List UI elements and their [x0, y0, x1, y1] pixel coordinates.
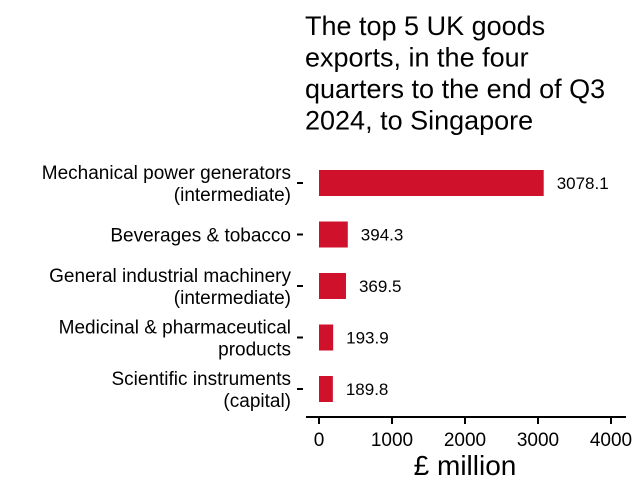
x-axis-title: £ million — [414, 450, 517, 478]
bar — [319, 324, 334, 351]
bars — [319, 170, 544, 402]
chart-title-line: quarters to the end of Q3 — [305, 74, 605, 104]
y-tick-label: (intermediate) — [174, 185, 291, 206]
category-labels: Mechanical power generators(intermediate… — [42, 163, 292, 412]
y-tick-label: General industrial machinery — [49, 266, 291, 287]
chart-title-line: 2024, to Singapore — [305, 106, 533, 136]
y-tick-label: Scientific instruments — [111, 369, 291, 390]
y-tick-label: Mechanical power generators — [42, 163, 291, 184]
x-tick-label: 0 — [314, 430, 325, 451]
data-label: 369.5 — [359, 277, 402, 296]
x-tick-label: 1000 — [371, 430, 413, 451]
y-tick-label: (intermediate) — [174, 288, 291, 309]
y-tick-label: Medicinal & pharmaceutical — [59, 318, 291, 339]
x-tick-label: 3000 — [517, 430, 559, 451]
data-label: 189.8 — [346, 380, 389, 399]
y-tick-label: Beverages & tobacco — [110, 226, 291, 247]
bar — [319, 376, 333, 402]
y-tick-label: (capital) — [223, 391, 291, 412]
y-tick-label: products — [218, 340, 291, 361]
x-axis: 0 1000 2000 3000 4000 — [297, 182, 632, 451]
bar — [319, 170, 544, 196]
data-label: 394.3 — [361, 226, 404, 245]
chart-title-line: The top 5 UK goods — [305, 11, 545, 41]
x-tick-label: 2000 — [444, 430, 486, 451]
x-tick-label: 4000 — [590, 430, 632, 451]
chart-title-line: exports, in the four — [305, 43, 529, 73]
value-labels: 3078.1 394.3 369.5 193.9 189.8 — [346, 174, 609, 399]
data-label: 3078.1 — [557, 174, 609, 193]
data-label: 193.9 — [346, 329, 389, 348]
bar — [319, 273, 346, 299]
bar — [319, 221, 348, 248]
